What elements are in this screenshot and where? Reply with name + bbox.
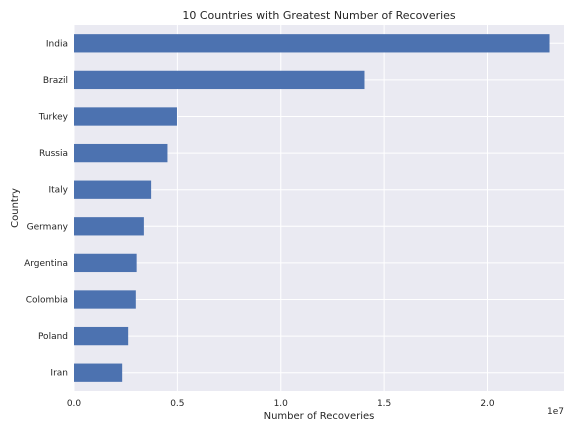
x-tick-label: 0.0 (67, 399, 82, 409)
bar-russia (74, 143, 168, 163)
bar-iran (74, 363, 123, 382)
y-tick-label: Russia (39, 149, 68, 159)
bar-colombia (74, 290, 136, 309)
y-tick-label: Iran (50, 369, 68, 379)
y-tick-label: Poland (38, 332, 68, 342)
x-tick-label: 1.0 (274, 399, 289, 409)
y-tick-label: Argentina (24, 259, 68, 269)
bar-brazil (74, 70, 365, 90)
x-axis-ticks: 0.0 0.5 1.0 1.5 2.0 (67, 399, 495, 409)
y-tick-label: Colombia (26, 296, 68, 306)
chart-title: 10 Countries with Greatest Number of Rec… (182, 9, 456, 22)
y-tick-label: India (46, 39, 68, 49)
bars (74, 34, 550, 382)
y-axis-label: Country (10, 188, 21, 228)
bar-turkey (74, 107, 177, 126)
y-tick-label: Germany (27, 222, 69, 232)
x-axis-label: Number of Recoveries (264, 411, 375, 422)
x-tick-label: 1.5 (377, 399, 391, 409)
x-tick-label: 2.0 (480, 399, 495, 409)
y-tick-label: Turkey (38, 113, 69, 123)
x-axis-offset-label: 1e7 (547, 407, 564, 417)
y-tick-label: Brazil (43, 76, 68, 86)
bar-poland (74, 326, 129, 346)
y-axis-ticks: India Brazil Turkey Russia Italy Germany Argen… (24, 39, 69, 378)
bar-india (74, 34, 550, 53)
bar-germany (74, 217, 144, 236)
bar-argentina (74, 253, 137, 273)
x-tick-label: 0.5 (170, 399, 184, 409)
y-tick-label: Italy (48, 186, 68, 196)
bar-italy (74, 180, 152, 199)
